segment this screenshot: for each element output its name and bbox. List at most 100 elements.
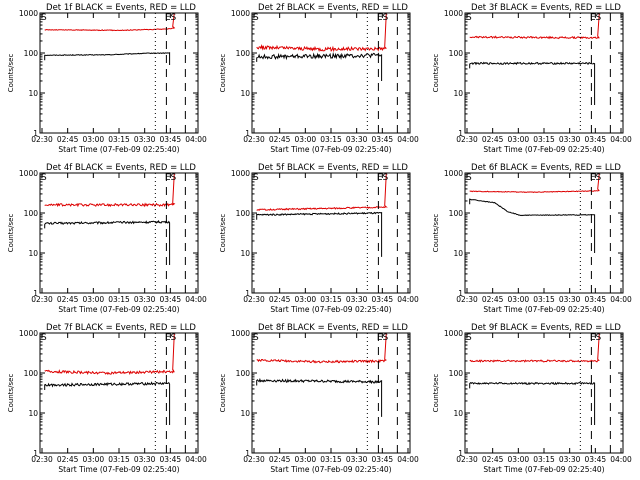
y-tick-label: 1	[245, 129, 250, 138]
y-tick-label: 1000	[231, 9, 250, 18]
y-tick-label: 1	[33, 449, 38, 458]
x-tick-label: 03:30	[346, 295, 368, 304]
x-tick-label: 02:30	[456, 455, 478, 464]
detector-panel: Det 3f BLACK = Events, RED = LLDSES11010…	[432, 3, 632, 154]
x-tick-label: 02:45	[269, 455, 291, 464]
x-tick-label: 03:00	[508, 135, 530, 144]
detector-panel: Det 2f BLACK = Events, RED = LLDSES11010…	[219, 3, 419, 154]
x-tick-label: 03:00	[83, 455, 105, 464]
lld-series-line	[44, 172, 176, 208]
detector-panel: Det 9f BLACK = Events, RED = LLDSES11010…	[432, 323, 632, 474]
plot-frame	[39, 332, 199, 454]
x-axis-label: Start Time (07-Feb-09 02:25:40)	[483, 305, 604, 314]
x-tick-label: 04:00	[610, 135, 632, 144]
x-tick-label: 03:30	[559, 295, 581, 304]
y-axis-label: Counts/sec	[219, 374, 227, 413]
detector-panel: Det 5f BLACK = Events, RED = LLDSES11010…	[219, 163, 419, 314]
x-tick-label: 02:30	[456, 295, 478, 304]
flag-label: S	[41, 173, 47, 183]
flag-label: S	[41, 13, 47, 23]
y-tick-label: 1	[458, 289, 463, 298]
x-tick-label: 04:00	[397, 455, 419, 464]
panel-title: Det 1f BLACK = Events, RED = LLD	[46, 3, 196, 13]
x-tick-label: 04:00	[397, 135, 419, 144]
x-axis-label: Start Time (07-Feb-09 02:25:40)	[58, 465, 179, 474]
y-tick-label: 1	[33, 129, 38, 138]
x-tick-label: 03:15	[108, 135, 130, 144]
x-tick-label: 04:00	[185, 135, 207, 144]
x-tick-label: 02:45	[269, 135, 291, 144]
x-tick-label: 03:15	[533, 455, 555, 464]
flag-label: S	[41, 333, 47, 343]
x-tick-label: 02:45	[482, 455, 504, 464]
y-axis-label: Counts/sec	[7, 374, 15, 413]
y-tick-label: 1	[245, 449, 250, 458]
x-tick-label: 03:15	[533, 295, 555, 304]
lld-series-line	[44, 12, 176, 32]
plot-frame	[39, 12, 199, 134]
y-tick-label: 1000	[444, 9, 463, 18]
x-tick-label: 04:00	[610, 295, 632, 304]
events-series-line	[256, 211, 383, 257]
x-tick-label: 03:15	[320, 295, 342, 304]
x-tick-label: 04:00	[397, 295, 419, 304]
y-tick-label: 100	[449, 369, 464, 378]
events-series-line	[469, 61, 596, 105]
x-tick-label: 03:30	[346, 455, 368, 464]
y-tick-label: 1000	[444, 329, 463, 338]
flag-label: S	[253, 333, 259, 343]
x-tick-label: 03:00	[508, 455, 530, 464]
x-tick-label: 03:15	[108, 455, 130, 464]
lld-series-line	[469, 172, 600, 194]
x-axis-label: Start Time (07-Feb-09 02:25:40)	[270, 305, 391, 314]
x-axis-label: Start Time (07-Feb-09 02:25:40)	[483, 145, 604, 154]
events-series-line	[44, 52, 171, 65]
x-tick-label: 02:30	[243, 455, 265, 464]
detector-panel: Det 6f BLACK = Events, RED = LLDSES11010…	[432, 163, 632, 314]
x-tick-label: 02:45	[57, 295, 79, 304]
panel-title: Det 5f BLACK = Events, RED = LLD	[258, 163, 408, 173]
y-tick-label: 100	[24, 209, 39, 218]
x-tick-label: 04:00	[610, 455, 632, 464]
panel-title: Det 8f BLACK = Events, RED = LLD	[258, 323, 408, 333]
plot-frame	[251, 172, 411, 294]
flag-label: S	[466, 173, 472, 183]
x-tick-label: 03:00	[83, 295, 105, 304]
x-tick-label: 03:15	[533, 135, 555, 144]
detector-panel: Det 1f BLACK = Events, RED = LLDSES11010…	[7, 3, 207, 154]
y-tick-label: 100	[24, 49, 39, 58]
y-axis-label: Counts/sec	[219, 214, 227, 253]
x-tick-label: 03:45	[585, 135, 607, 144]
panel-title: Det 4f BLACK = Events, RED = LLD	[46, 163, 196, 173]
y-tick-label: 100	[449, 209, 464, 218]
panel-title: Det 9f BLACK = Events, RED = LLD	[471, 323, 621, 333]
y-tick-label: 1	[458, 449, 463, 458]
x-tick-label: 03:30	[134, 295, 156, 304]
x-tick-label: 03:45	[160, 295, 182, 304]
x-tick-label: 02:30	[243, 295, 265, 304]
lld-series-line	[44, 332, 175, 376]
x-tick-label: 02:30	[31, 455, 53, 464]
x-tick-label: 04:00	[185, 295, 207, 304]
events-series-line	[469, 198, 596, 253]
lld-series-line	[256, 172, 388, 211]
x-tick-label: 03:45	[585, 455, 607, 464]
flag-label: S	[253, 13, 259, 23]
events-series-line	[256, 377, 383, 417]
x-tick-label: 03:45	[372, 135, 394, 144]
y-axis-label: Counts/sec	[7, 214, 15, 253]
x-tick-label: 03:30	[134, 455, 156, 464]
plot-frame	[251, 332, 411, 454]
y-tick-label: 100	[236, 369, 251, 378]
events-series-line	[469, 381, 596, 425]
y-tick-label: 10	[240, 409, 250, 418]
panel-title: Det 2f BLACK = Events, RED = LLD	[258, 3, 408, 13]
y-tick-label: 10	[240, 89, 250, 98]
x-axis-label: Start Time (07-Feb-09 02:25:40)	[58, 145, 179, 154]
lld-series-line	[256, 332, 387, 364]
x-tick-label: 03:45	[372, 455, 394, 464]
y-tick-label: 10	[28, 409, 38, 418]
detector-panel: Det 7f BLACK = Events, RED = LLDSES11010…	[7, 323, 207, 474]
y-tick-label: 1	[245, 289, 250, 298]
x-tick-label: 03:45	[160, 455, 182, 464]
